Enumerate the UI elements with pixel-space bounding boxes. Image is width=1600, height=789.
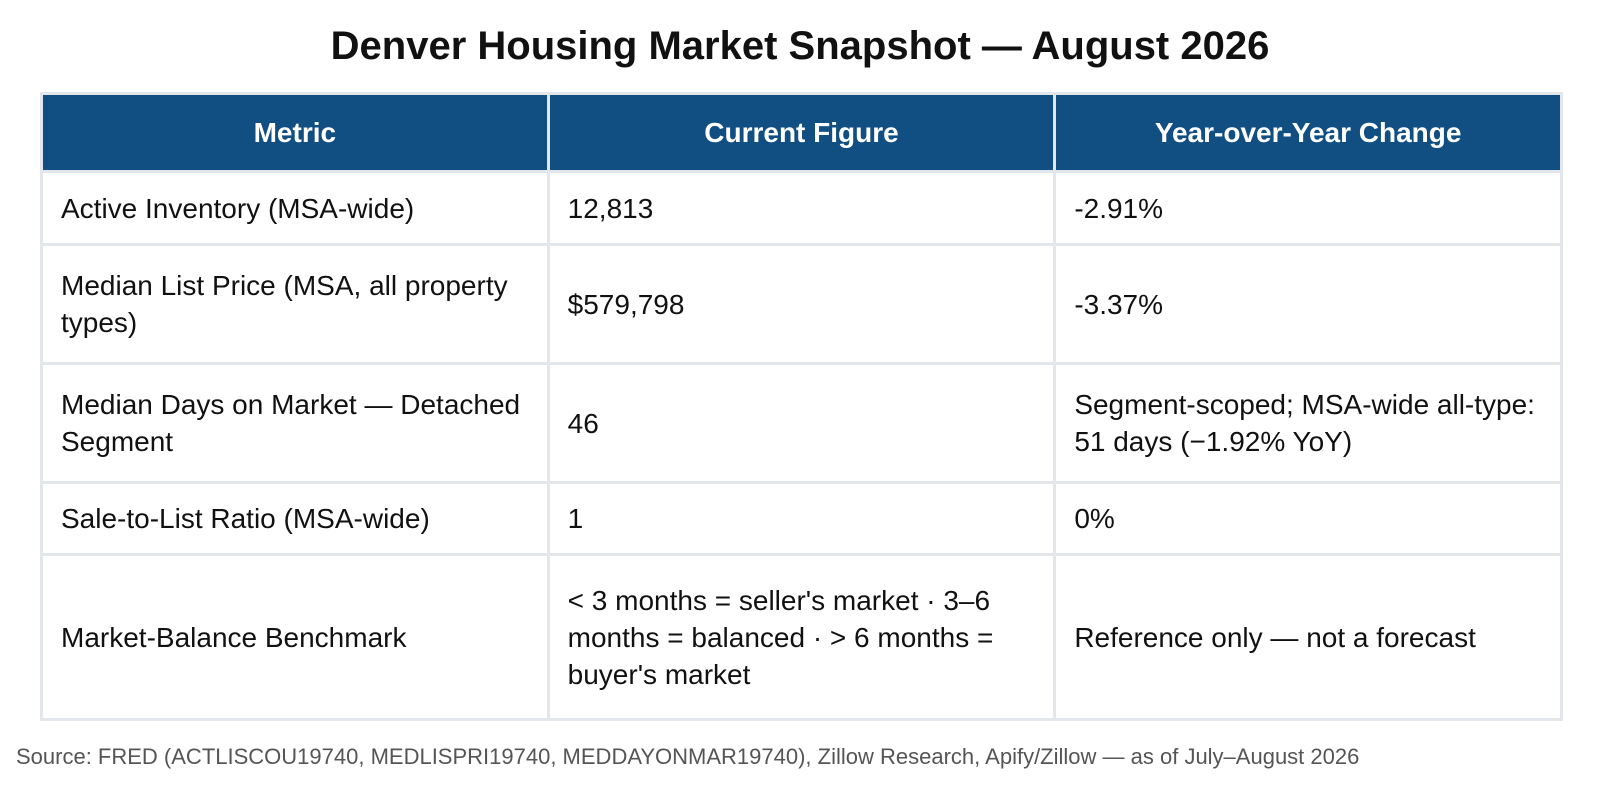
table-header-row: Metric Current Figure Year-over-Year Cha… xyxy=(40,92,1563,173)
header-metric: Metric xyxy=(40,92,550,173)
yoy-change-cell: -2.91% xyxy=(1053,170,1563,246)
current-figure-cell: 46 xyxy=(546,362,1057,484)
metric-cell: Active Inventory (MSA-wide) xyxy=(40,170,550,246)
metric-cell: Median List Price (MSA, all property typ… xyxy=(40,243,550,365)
metric-cell: Market-Balance Benchmark xyxy=(40,553,550,721)
table-row: Median Days on Market — Detached Segment… xyxy=(40,362,1563,484)
yoy-change-cell: Reference only — not a forecast xyxy=(1053,553,1563,721)
table-row: Median List Price (MSA, all property typ… xyxy=(40,243,1563,365)
table-row: Market-Balance Benchmark < 3 months = se… xyxy=(40,553,1563,721)
header-yoy-change: Year-over-Year Change xyxy=(1053,92,1563,173)
current-figure-cell: < 3 months = seller's market · 3–6 month… xyxy=(546,553,1057,721)
source-note: Source: FRED (ACTLISCOU19740, MEDLISPRI1… xyxy=(16,744,1360,769)
header-current-figure: Current Figure xyxy=(546,92,1057,173)
metric-cell: Median Days on Market — Detached Segment xyxy=(40,362,550,484)
yoy-change-cell: 0% xyxy=(1053,481,1563,556)
market-snapshot-table: Metric Current Figure Year-over-Year Cha… xyxy=(40,92,1563,721)
current-figure-cell: $579,798 xyxy=(546,243,1057,365)
table-row: Sale-to-List Ratio (MSA-wide) 1 0% xyxy=(40,481,1563,556)
yoy-change-cell: Segment-scoped; MSA-wide all-type: 51 da… xyxy=(1053,362,1563,484)
current-figure-cell: 1 xyxy=(546,481,1057,556)
yoy-change-cell: -3.37% xyxy=(1053,243,1563,365)
current-figure-cell: 12,813 xyxy=(546,170,1057,246)
metric-cell: Sale-to-List Ratio (MSA-wide) xyxy=(40,481,550,556)
table-row: Active Inventory (MSA-wide) 12,813 -2.91… xyxy=(40,170,1563,246)
page-title: Denver Housing Market Snapshot — August … xyxy=(330,24,1270,68)
